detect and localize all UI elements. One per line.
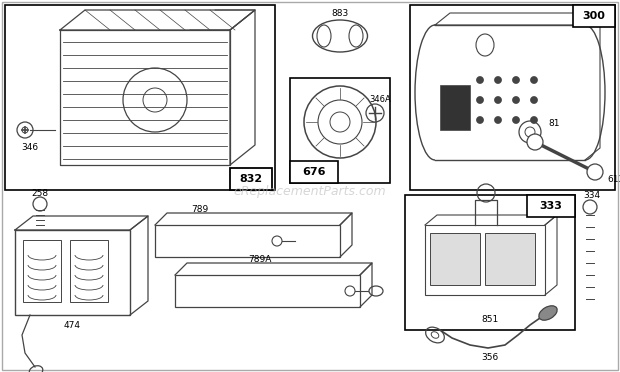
Bar <box>155 225 340 257</box>
Text: 851: 851 <box>481 315 498 324</box>
Bar <box>527 195 575 217</box>
Bar <box>430 233 480 285</box>
Text: 789A: 789A <box>249 254 272 263</box>
Text: 789: 789 <box>192 205 208 214</box>
Circle shape <box>531 96 538 103</box>
Circle shape <box>531 116 538 124</box>
Text: 333: 333 <box>539 201 562 211</box>
Bar <box>5 5 275 190</box>
Text: 346A: 346A <box>369 96 391 105</box>
Circle shape <box>495 116 502 124</box>
Text: 334: 334 <box>583 191 601 200</box>
Circle shape <box>531 77 538 83</box>
Circle shape <box>495 96 502 103</box>
Text: 258: 258 <box>32 189 48 199</box>
Bar <box>425 225 545 295</box>
Bar <box>440 85 470 130</box>
Bar <box>410 5 615 190</box>
Text: 346: 346 <box>22 144 38 153</box>
Circle shape <box>272 236 282 246</box>
Circle shape <box>495 77 502 83</box>
Circle shape <box>587 164 603 180</box>
Bar <box>23 240 61 302</box>
Text: 676: 676 <box>303 167 326 177</box>
Circle shape <box>513 96 520 103</box>
Circle shape <box>477 116 484 124</box>
Bar <box>290 161 338 183</box>
Bar <box>70 240 108 302</box>
Circle shape <box>513 116 520 124</box>
Ellipse shape <box>539 306 557 320</box>
Text: eReplacementParts.com: eReplacementParts.com <box>234 185 386 198</box>
Text: 474: 474 <box>63 321 81 330</box>
Circle shape <box>513 77 520 83</box>
Text: 613: 613 <box>607 176 620 185</box>
Circle shape <box>477 96 484 103</box>
Bar <box>485 233 535 285</box>
Text: 300: 300 <box>583 11 606 21</box>
Bar <box>230 168 272 190</box>
Text: 356: 356 <box>481 353 498 362</box>
Bar <box>573 5 615 27</box>
Circle shape <box>345 286 355 296</box>
Text: 832: 832 <box>239 174 262 184</box>
Circle shape <box>477 77 484 83</box>
Bar <box>290 78 390 183</box>
Circle shape <box>527 134 543 150</box>
Bar <box>175 275 360 307</box>
Bar <box>405 195 575 330</box>
Bar <box>15 230 130 315</box>
Text: 81: 81 <box>548 119 559 128</box>
Text: 883: 883 <box>331 9 348 17</box>
